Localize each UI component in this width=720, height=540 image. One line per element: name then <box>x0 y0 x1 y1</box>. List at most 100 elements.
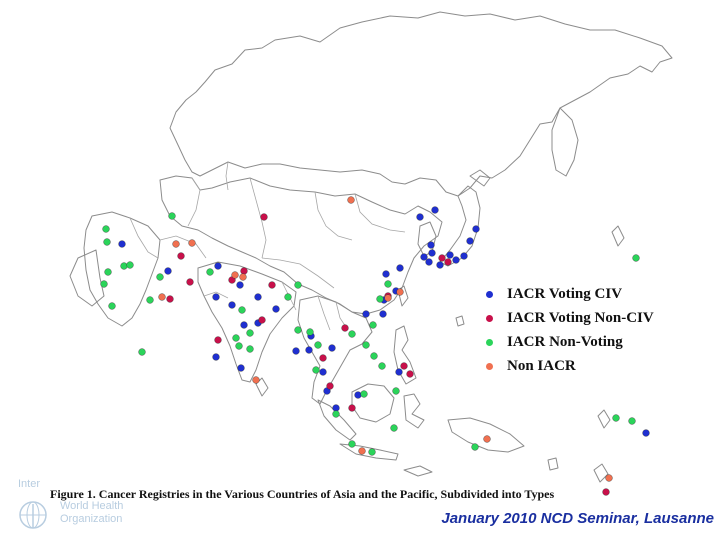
registry-non-voting-marker <box>348 440 356 448</box>
legend-dot-voting-non-civ <box>486 314 493 322</box>
legend-item-voting-civ: IACR Voting CIV <box>486 282 686 306</box>
registry-voting-civ-marker <box>354 391 362 399</box>
registry-voting-non-civ-marker <box>166 295 174 303</box>
registry-voting-non-civ-marker <box>214 336 222 344</box>
figure-caption: Figure 1. Cancer Registries in the Vario… <box>50 487 555 501</box>
registry-non-voting-marker <box>246 329 254 337</box>
registry-non-iacr-marker <box>239 273 247 281</box>
registry-non-voting-marker <box>100 280 108 288</box>
registry-non-voting-marker <box>235 342 243 350</box>
registry-voting-civ-marker <box>305 346 313 354</box>
registry-voting-non-civ-marker <box>602 488 610 496</box>
registry-non-voting-marker <box>628 417 636 425</box>
registry-voting-civ-marker <box>332 404 340 412</box>
registry-non-voting-marker <box>206 268 214 276</box>
registry-non-voting-marker <box>471 443 479 451</box>
registry-voting-civ-marker <box>240 321 248 329</box>
registry-voting-civ-marker <box>431 206 439 214</box>
legend-label-voting-civ: IACR Voting CIV <box>507 285 623 302</box>
registry-non-voting-marker <box>362 341 370 349</box>
registry-non-voting-marker <box>138 348 146 356</box>
registry-non-voting-marker <box>376 295 384 303</box>
registry-non-iacr-marker <box>605 474 613 482</box>
registry-non-voting-marker <box>156 273 164 281</box>
registry-voting-non-civ-marker <box>258 316 266 324</box>
who-line-1: World Health <box>60 500 124 512</box>
who-inter-text: Inter <box>18 478 41 490</box>
registry-voting-non-civ-marker <box>341 324 349 332</box>
registry-non-iacr-marker <box>347 196 355 204</box>
legend-item-voting-non-civ: IACR Voting Non-CIV <box>486 306 686 330</box>
registry-non-iacr-marker <box>384 294 392 302</box>
registry-non-voting-marker <box>104 268 112 276</box>
registry-non-iacr-marker <box>188 239 196 247</box>
registry-non-voting-marker <box>332 410 340 418</box>
registry-non-voting-marker <box>238 306 246 314</box>
registry-non-voting-marker <box>232 334 240 342</box>
registry-voting-civ-marker <box>425 258 433 266</box>
registry-voting-civ-marker <box>236 281 244 289</box>
legend-label-non-voting: IACR Non-Voting <box>507 333 623 350</box>
registry-non-voting-marker <box>360 390 368 398</box>
registry-voting-civ-marker <box>292 347 300 355</box>
registry-non-voting-marker <box>384 280 392 288</box>
legend-label-voting-non-civ: IACR Voting Non-CIV <box>507 309 654 326</box>
registry-voting-civ-marker <box>427 241 435 249</box>
registry-voting-civ-marker <box>436 261 444 269</box>
registry-voting-civ-marker <box>446 251 454 259</box>
registry-non-voting-marker <box>102 225 110 233</box>
registry-non-iacr-marker <box>483 435 491 443</box>
registry-non-iacr-marker <box>358 447 366 455</box>
registry-non-voting-marker <box>108 302 116 310</box>
registry-voting-civ-marker <box>272 305 280 313</box>
registry-non-iacr-marker <box>172 240 180 248</box>
country-borders <box>129 161 406 331</box>
registry-voting-non-civ-marker <box>177 252 185 260</box>
registry-voting-civ-marker <box>642 429 650 437</box>
legend-item-non-voting: IACR Non-Voting <box>486 330 686 354</box>
legend-item-non-iacr: Non IACR <box>486 354 686 378</box>
registry-non-iacr-marker <box>231 271 239 279</box>
registry-non-voting-marker <box>284 293 292 301</box>
legend-dot-non-voting <box>486 338 493 346</box>
registry-non-voting-marker <box>312 366 320 374</box>
registry-voting-civ-marker <box>396 264 404 272</box>
registry-voting-civ-marker <box>420 253 428 261</box>
registry-voting-non-civ-marker <box>326 382 334 390</box>
registry-voting-non-civ-marker <box>406 370 414 378</box>
legend-dot-non-iacr <box>486 362 493 370</box>
registry-voting-non-civ-marker <box>348 404 356 412</box>
registry-non-voting-marker <box>306 328 314 336</box>
registry-non-voting-marker <box>314 341 322 349</box>
registry-voting-civ-marker <box>472 225 480 233</box>
registry-voting-civ-marker <box>164 267 172 275</box>
registry-voting-civ-marker <box>452 256 460 264</box>
legend-label-non-iacr: Non IACR <box>507 357 576 374</box>
landmass-outlines <box>69 11 673 483</box>
registry-non-voting-marker <box>392 387 400 395</box>
registry-voting-civ-marker <box>237 364 245 372</box>
registry-non-voting-marker <box>368 448 376 456</box>
registry-voting-non-civ-marker <box>438 254 446 262</box>
footer-event: January 2010 NCD Seminar, Lausanne <box>441 510 714 527</box>
map-legend: IACR Voting CIV IACR Voting Non-CIV IACR… <box>486 282 686 378</box>
registry-non-voting-marker <box>632 254 640 262</box>
registry-voting-civ-marker <box>379 310 387 318</box>
registry-voting-civ-marker <box>460 252 468 260</box>
registry-voting-civ-marker <box>428 249 436 257</box>
registry-non-voting-marker <box>126 261 134 269</box>
registry-non-iacr-marker <box>252 376 260 384</box>
registry-voting-non-civ-marker <box>319 354 327 362</box>
registry-voting-non-civ-marker <box>268 281 276 289</box>
registry-voting-non-civ-marker <box>240 267 248 275</box>
registry-voting-civ-marker <box>382 270 390 278</box>
registry-non-iacr-marker <box>158 293 166 301</box>
registry-non-voting-marker <box>378 362 386 370</box>
registry-voting-civ-marker <box>328 344 336 352</box>
registry-non-voting-marker <box>103 238 111 246</box>
registry-voting-civ-marker <box>416 213 424 221</box>
registry-non-voting-marker <box>146 296 154 304</box>
registry-voting-civ-marker <box>212 353 220 361</box>
registry-non-iacr-marker <box>396 288 404 296</box>
registry-voting-non-civ-marker <box>186 278 194 286</box>
